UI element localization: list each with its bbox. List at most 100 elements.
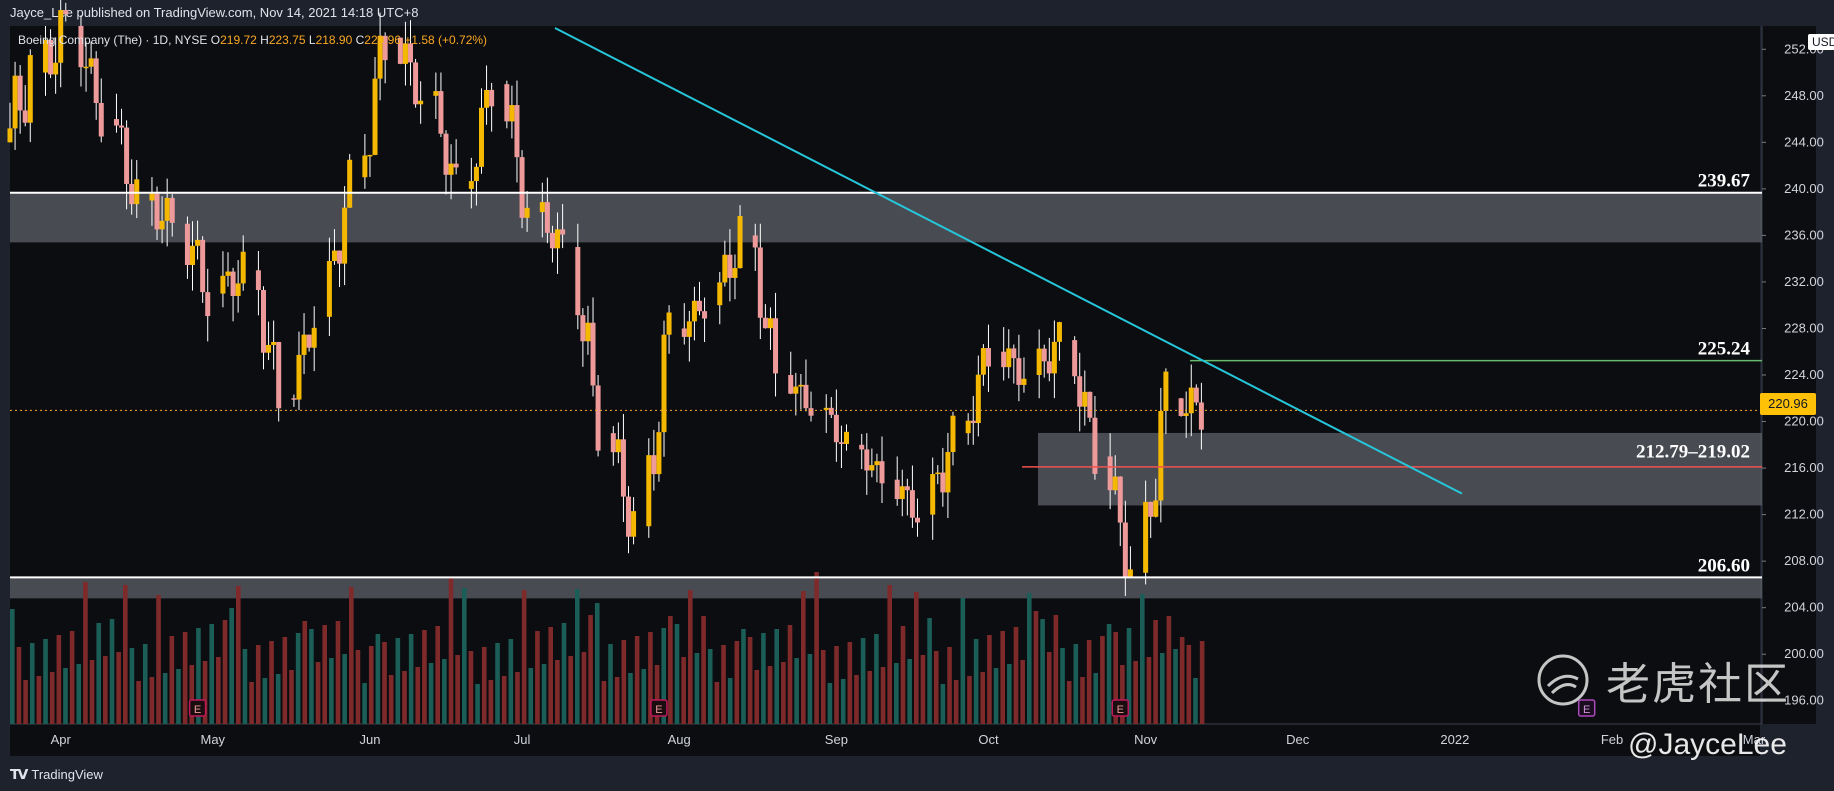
candle-body [448,163,454,175]
volume-bar [940,684,946,724]
low-value: 218.90 [315,33,353,47]
candle-body [190,245,196,265]
tradingview-logo[interactable]: 𝗧𝗩 TradingView [10,766,103,783]
candle-body [1077,376,1083,407]
plot-background [10,26,1760,724]
volume-bar [574,589,580,724]
candle-body [200,239,206,293]
volume-bar [521,590,527,724]
candle-body [98,103,104,137]
time-tick-label: Apr [51,732,72,747]
volume-bar [681,657,686,724]
candle-body [828,407,834,415]
candle-body [124,127,130,184]
open-value: 219.72 [220,33,257,47]
volume-bar [495,643,500,724]
candle-body [1051,341,1057,374]
volume-bar [787,625,793,724]
candle-body [504,84,510,122]
volume-bar [907,659,912,724]
volume-bar [235,586,241,724]
volume-bar [475,684,480,724]
time-axis-background[interactable] [10,724,1760,756]
currency-button[interactable]: USD [1808,34,1834,50]
volume-bar [43,639,48,724]
candle-body [58,10,64,63]
candle-body [225,271,231,276]
volume-bar [581,652,587,724]
candle-body [63,10,69,15]
price-axis-background[interactable] [1762,26,1816,724]
volume-bar [515,672,520,724]
candle-body [301,334,307,355]
volume-bar [933,651,939,724]
volume-bar [375,634,381,724]
time-tick-label: Nov [1134,732,1158,747]
volume-bar [847,642,853,724]
candle-body [575,247,581,316]
resistance-zone [10,192,1762,243]
support-zone [10,577,1762,599]
publish-text: Jayce_Lee published on TradingView.com, … [10,5,419,20]
volume-bar [315,662,321,724]
candle-body [732,268,738,278]
candle-body [48,39,54,75]
candle-body [869,465,875,471]
volume-bar [614,677,620,724]
candle-body [408,43,414,63]
candle-body [965,420,971,434]
volume-bar [275,674,281,724]
candle-body [260,289,266,353]
volume-bar [1126,628,1132,724]
candle-body [560,229,566,235]
candle-body [88,58,94,67]
earnings-marker[interactable] [650,699,668,717]
candle-body [367,154,373,157]
volume-bar [302,621,308,724]
candle-body [337,250,343,264]
footer-bar: 𝗧𝗩 TradingView [0,760,1834,791]
candle-body [752,235,758,248]
earnings-marker[interactable] [1577,699,1596,717]
volume-bar [408,634,414,724]
time-tick-label: Jul [514,732,531,747]
earnings-marker[interactable] [1111,699,1130,717]
volume-bar [29,643,35,724]
volume-bar [388,675,394,724]
volume-bar [395,638,401,724]
candle-body [940,472,946,493]
candle-body [489,89,495,107]
volume-bar [1093,673,1099,724]
candle-body [1072,340,1078,377]
earnings-marker[interactable] [188,699,207,717]
volume-bar [348,587,354,724]
volume-bar [1080,677,1085,724]
volume-bar [1046,652,1052,724]
high-value: 223.75 [268,33,306,47]
candle-body [808,408,814,416]
candle-body [484,89,490,108]
candle-body [656,432,662,475]
candle-body [205,292,211,317]
candle-body [864,449,870,471]
candle-body [326,261,332,317]
candle-body [1117,476,1123,523]
volume-bar [96,623,102,724]
volume-bar [814,572,819,724]
volume-bar [1060,648,1065,724]
candle-body [306,334,312,348]
candle-body [266,344,272,353]
candle-body [83,66,89,69]
volume-bar [987,635,992,724]
candle-body [899,486,905,500]
symbol-legend: Boeing Company (The) · 1D, NYSE O219.72 … [18,33,487,47]
candle-body [539,202,545,213]
candle-body [154,193,160,230]
trendline[interactable] [554,27,1463,495]
candle-body [149,193,155,201]
volume-bar [628,673,633,724]
volume-bar [880,667,886,724]
candle-body [844,431,850,444]
volume-bar [342,654,347,724]
